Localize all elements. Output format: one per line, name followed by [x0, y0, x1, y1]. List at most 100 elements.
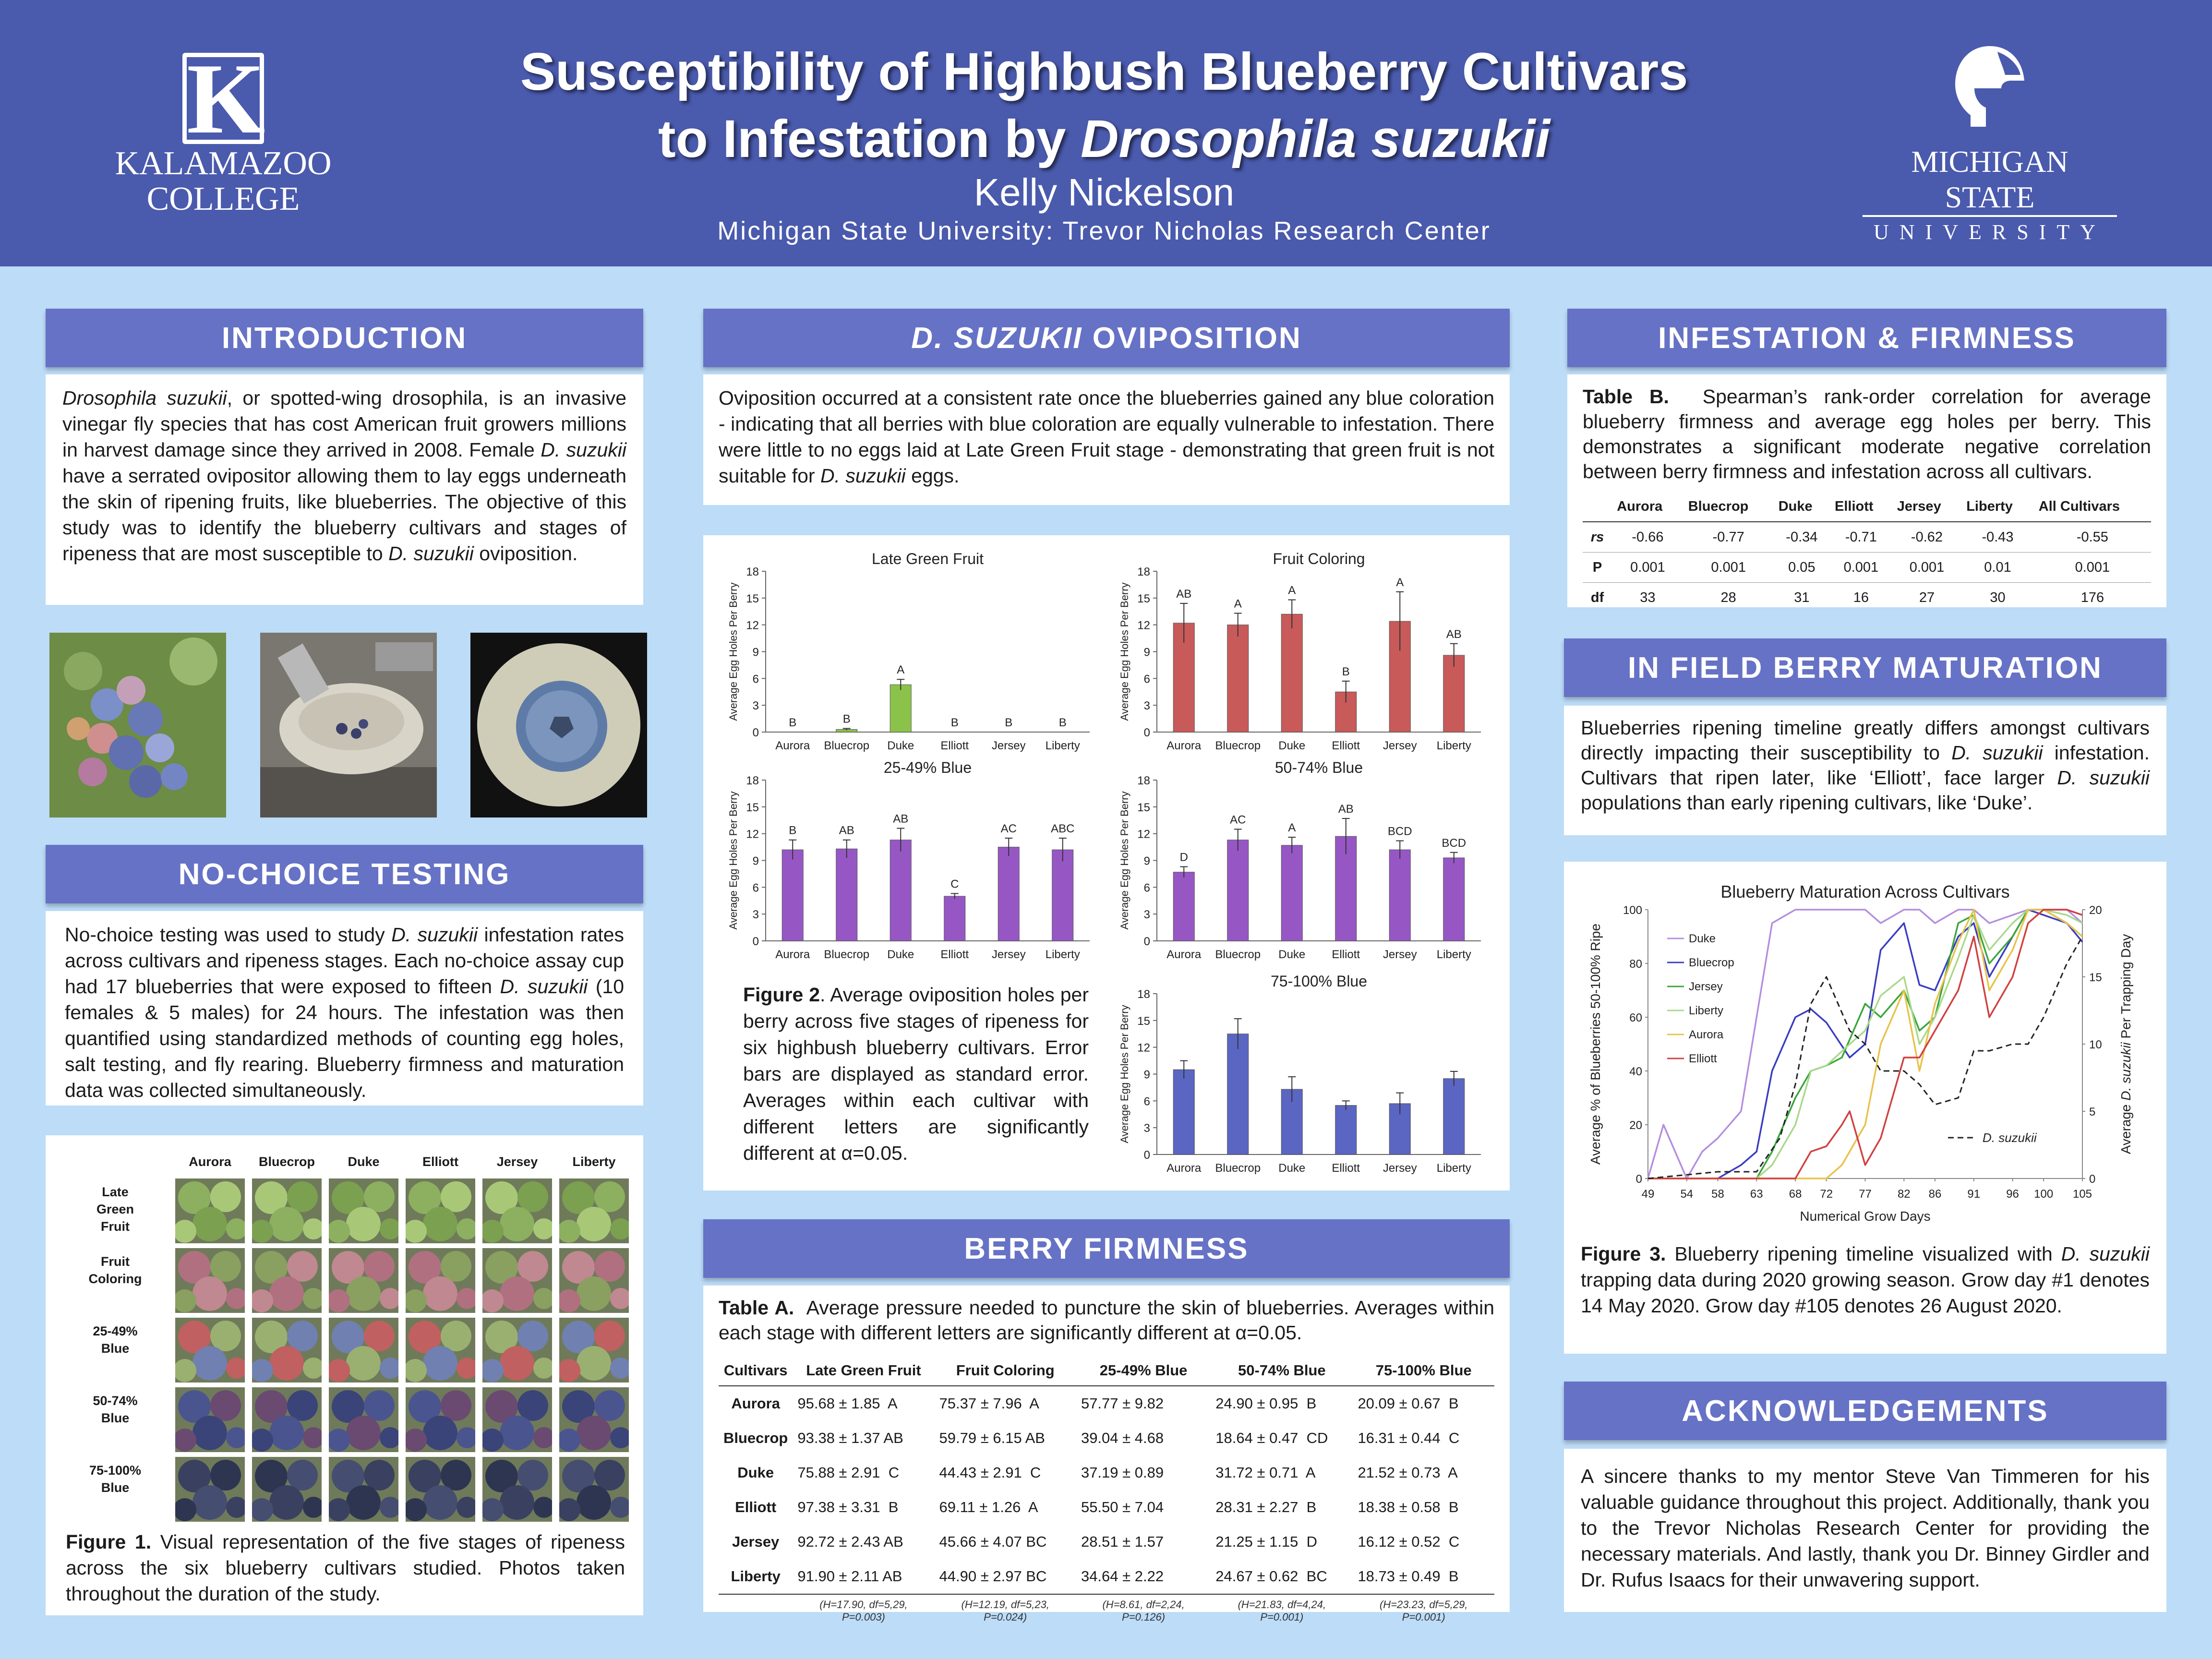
table-cell: 18.73 ± 0.49 B — [1358, 1568, 1459, 1585]
y-tick-label: 9 — [1144, 1069, 1150, 1082]
y-axis-label: Average Egg Holes Per Berry — [1118, 582, 1130, 721]
table-header-cell — [1583, 492, 1612, 522]
table-cell: 0.05 — [1788, 560, 1815, 575]
significance-letter: C — [950, 878, 959, 890]
x-category-label: Elliott — [1332, 948, 1360, 961]
table-header-cell: All Cultivars — [2038, 499, 2120, 514]
acknowledgements-body: A sincere thanks to my mentor Steve Van … — [1581, 1465, 2150, 1591]
legend-label: Jersey — [1689, 980, 1723, 993]
table-header-cell: Aurora — [1617, 499, 1663, 514]
intro-text-1: , or spotted-wing drosophila, is an inva… — [62, 387, 626, 461]
table-row: df 33 28 31 16 27 30 176 — [1583, 583, 2151, 613]
table-b-label: Table B. — [1583, 385, 1669, 408]
y-tick-label: 3 — [1144, 1122, 1150, 1135]
author: Kelly Nickelson — [974, 171, 1235, 214]
table-row: Elliott 97.38 ± 3.31 B 69.11 ± 1.26 A 55.50… — [719, 1490, 1494, 1525]
intro-text-2: have a serrated ovipositor allowing them… — [62, 465, 626, 565]
x-tick-label: 54 — [1680, 1188, 1693, 1201]
figure-1-caption: Figure 1. Visual representation of the f… — [66, 1529, 625, 1607]
oviposition-text-2: eggs. — [905, 465, 960, 487]
bar — [998, 847, 1020, 941]
berry-stage-photo — [329, 1457, 398, 1522]
table-header-cell: Elliott — [1835, 499, 1874, 514]
table-stats-row: (H=17.90, df=5,29, P=0.003) (H=12.19, df=… — [719, 1594, 1494, 1625]
bar — [890, 684, 912, 733]
berry-stage-photo — [252, 1178, 322, 1243]
significance-letter: BCD — [1442, 837, 1466, 850]
y-tick-label: 15 — [746, 592, 759, 605]
table-cell: 31 — [1794, 590, 1810, 605]
legend-label: Bluecrop — [1689, 956, 1734, 969]
introduction-text: Drosophila suzukii, or spotted-wing dros… — [46, 374, 643, 605]
berry-stage-photo — [175, 1457, 245, 1522]
significance-letter: D — [1180, 851, 1188, 864]
x-tick-label: 72 — [1820, 1188, 1833, 1201]
x-category-label: Jersey — [1383, 1162, 1417, 1175]
table-row: Duke 75.88 ± 2.91 C 44.43 ± 2.91 C 37.19 ± … — [719, 1455, 1494, 1490]
msu-line2: UNIVERSITY — [1874, 220, 2106, 244]
table-cell: 30 — [1990, 590, 2006, 605]
table-cell: 176 — [2080, 590, 2104, 605]
y-tick-label: 0 — [1144, 726, 1150, 739]
figure-2-caption: Figure 2. Average oviposition holes per … — [743, 982, 1089, 1166]
berry-firmness-panel: Table A. Average pressure needed to punc… — [703, 1286, 1510, 1623]
table-row: rs -0.66 -0.77 -0.34 -0.71 -0.62 -0.43 -0.55 — [1583, 522, 2151, 553]
x-tick-label: 96 — [2006, 1188, 2019, 1201]
oviposition-heading-rest: OVIPOSITION — [1082, 321, 1302, 355]
table-header-cell: Liberty — [1966, 499, 2013, 514]
legend-label: Liberty — [1689, 1004, 1723, 1017]
y-tick-label: 60 — [1629, 1011, 1642, 1024]
berry-stage-photo — [406, 1318, 475, 1382]
significance-letter: B — [843, 713, 851, 726]
y-tick-label: 0 — [753, 935, 759, 948]
table-cell: 91.90 ± 2.11 AB — [797, 1568, 902, 1585]
table-cell: 0.001 — [1909, 560, 1945, 575]
bar — [836, 848, 858, 941]
x-category-label: Jersey — [1383, 948, 1417, 961]
significance-letter: AC — [1001, 822, 1017, 835]
y-axis-label: Average Egg Holes Per Berry — [1118, 1005, 1130, 1143]
table-cell: 44.43 ± 2.91 C — [939, 1464, 1041, 1481]
table-cell: 55.50 ± 7.04 — [1081, 1499, 1164, 1515]
y-tick-label: 0 — [753, 726, 759, 739]
y2-tick-label: 10 — [2089, 1038, 2102, 1051]
berry-stage-photo — [482, 1387, 552, 1452]
y-tick-label: 18 — [1137, 774, 1150, 787]
significance-letter: AB — [1176, 588, 1191, 601]
y-tick-label: 6 — [1144, 673, 1150, 685]
berry-stage-photo — [559, 1178, 629, 1243]
table-row: P 0.001 0.001 0.05 0.001 0.001 0.01 0.001 — [1583, 553, 2151, 583]
table-cell: 44.90 ± 2.97 BC — [939, 1568, 1047, 1585]
chart-title: Late Green Fruit — [872, 550, 984, 567]
chart-fruit-coloring: Fruit Coloring 0 3 6 9 12 15 18 Average Egg Hole… — [1111, 550, 1495, 761]
no-choice-testing-heading: NO-CHOICE TESTING — [46, 845, 643, 903]
table-cell: -0.34 — [1786, 529, 1818, 545]
y-axis-label: Average % of Blueberries 50-100% Ripe — [1588, 924, 1603, 1165]
in-field-maturation-heading: IN FIELD BERRY MATURATION — [1564, 638, 2166, 697]
intro-italic-2: D. suzukii — [541, 439, 626, 461]
berry-stage-photo — [175, 1178, 245, 1243]
title-prefix: to Infestation by — [658, 109, 1081, 168]
table-cell: 18.38 ± 0.58 B — [1358, 1499, 1459, 1515]
x-category-label: Liberty — [1437, 739, 1471, 752]
table-header-cell: 50-74% Blue — [1238, 1362, 1326, 1379]
field-text-3: populations than early ripening cultivar… — [1581, 792, 2033, 814]
nochoice-italic-2: D. suzukii — [500, 975, 588, 998]
y2-axis-label: Average D. suzukii Per Trapping Day — [2118, 934, 2133, 1154]
table-cell: 20.09 ± 0.67 B — [1358, 1395, 1459, 1412]
figure-1-row-label: 50-74% Blue — [93, 1394, 138, 1425]
x-tick-label: 63 — [1750, 1188, 1763, 1201]
y-tick-label: 3 — [753, 699, 759, 712]
berry-stage-photo — [252, 1387, 322, 1452]
figure-3-label: Figure 3. — [1581, 1243, 1666, 1265]
field-text-2: infestation. Cultivars that ripen later,… — [1581, 742, 2150, 789]
significance-letter: B — [951, 716, 959, 729]
msu-line1: MICHIGAN STATE — [1863, 144, 2117, 217]
figure-2-label: Figure 2 — [743, 984, 820, 1006]
x-tick-label: 86 — [1929, 1188, 1942, 1201]
in-field-maturation-text: Blueberries ripening timeline greatly di… — [1564, 706, 2166, 835]
chart-25-49-blue: 25-49% Blue 0 3 6 9 12 15 18 Average Egg Holes P… — [720, 758, 1104, 970]
berry-stage-photo — [406, 1178, 475, 1243]
table-cell: 28.51 ± 1.57 — [1081, 1533, 1164, 1550]
table-row: Liberty 91.90 ± 2.11 AB 44.90 ± 2.97 BC 34.… — [719, 1559, 1494, 1594]
